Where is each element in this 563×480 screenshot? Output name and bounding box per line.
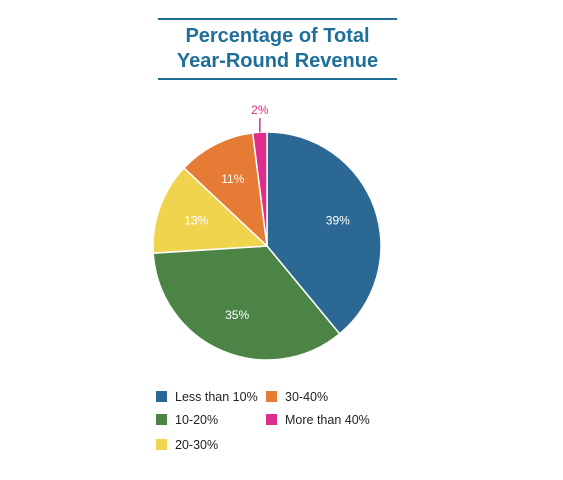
pie-label-30-40: 11% [221,172,244,186]
pie-label-more-than-40: 2% [251,103,269,117]
title-rule-bottom [158,78,397,80]
legend-item-10-20: 10-20% [156,413,218,427]
title-rule-top [158,18,397,20]
legend-item-less-than-10: Less than 10% [156,390,258,404]
legend-swatch-less-than-10 [156,391,167,402]
pie-slice-30-40 [182,132,269,248]
chart-title-line-1: Percentage of Total [185,25,370,47]
chart-title-line-2: Year-Round Revenue [176,50,379,72]
pie-slice-10-20 [152,245,341,361]
legend-label-20-30: 20-30% [175,438,219,452]
legend-swatch-more-than-40 [266,414,277,425]
pie-slice-less-than-10 [266,131,382,335]
legend-label-more-than-40: More than 40% [285,413,370,427]
pie-label-10-20: 35% [225,308,249,322]
legend-label-30-40: 30-40% [285,390,329,404]
legend-label-less-than-10: Less than 10% [175,390,258,404]
legend-label-10-20: 10-20% [175,413,219,427]
pie-slice-more-than-40 [251,131,268,247]
legend-item-30-40: 30-40% [266,390,328,404]
legend-item-more-than-40: More than 40% [266,413,370,427]
legend-swatch-30-40 [266,391,277,402]
legend-item-20-30: 20-30% [156,438,218,452]
legend-swatch-20-30 [156,439,167,450]
pie-label-less-than-10: 39% [326,214,350,228]
pie-label-20-30: 13% [184,214,208,228]
pie-slice-20-30 [152,166,269,254]
legend-swatch-10-20 [156,414,167,425]
chart-title: Percentage of Total Year-Round Revenue [158,24,397,74]
